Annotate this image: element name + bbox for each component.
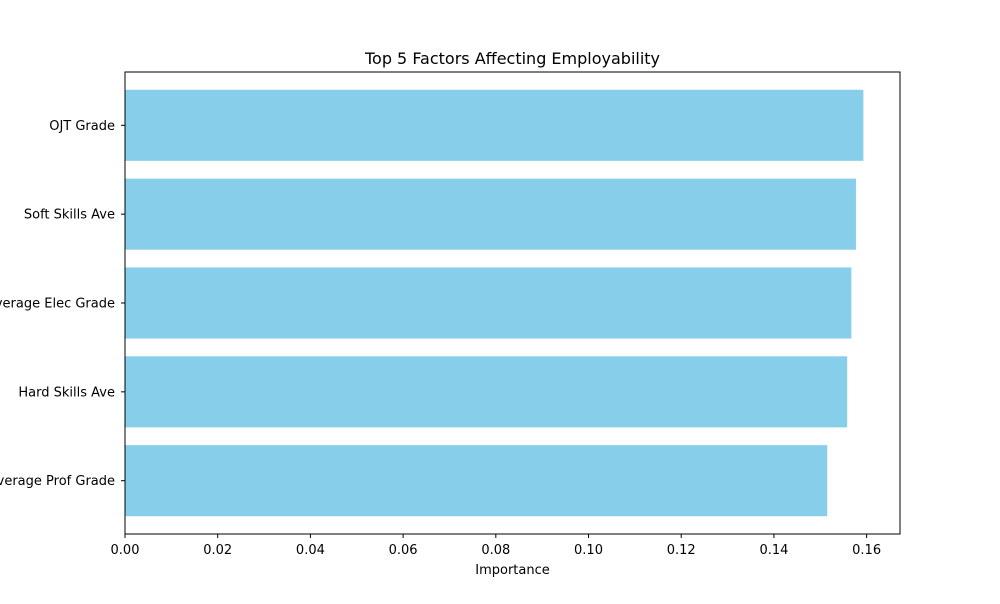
x-axis-label: Importance — [475, 563, 550, 578]
x-tick-label: 0.10 — [574, 543, 603, 558]
x-tick-label: 0.08 — [481, 543, 510, 558]
bar-0 — [125, 89, 864, 161]
y-tick-label: OJT Grade — [49, 119, 115, 134]
plot-frame — [124, 71, 901, 535]
x-tick-label: 0.04 — [296, 543, 325, 558]
y-tick-label: Average Elec Grade — [0, 297, 115, 312]
bars-layer — [125, 89, 864, 517]
y-axis-ticks: OJT Grade Soft Skills Ave Average Elec Gra… — [0, 119, 125, 489]
y-tick-label: Hard Skills Ave — [18, 385, 115, 400]
x-tick-label: 0.06 — [389, 543, 418, 558]
x-tick-label: 0.16 — [852, 543, 881, 558]
bar-2 — [125, 267, 852, 339]
y-tick-label: Average Prof Grade — [0, 474, 115, 489]
x-tick-label: 0.14 — [759, 543, 788, 558]
x-axis-ticks: 0.00 0.02 0.04 0.06 0.08 0.10 0.12 0.14 0.16 — [111, 534, 881, 558]
bar-4 — [125, 445, 828, 517]
y-tick-label: Soft Skills Ave — [24, 208, 115, 223]
chart-title: Top 5 Factors Affecting Employability — [364, 49, 660, 68]
x-tick-label: 0.12 — [667, 543, 696, 558]
bar-1 — [125, 178, 856, 250]
x-tick-label: 0.00 — [111, 543, 140, 558]
x-tick-label: 0.02 — [203, 543, 232, 558]
bar-3 — [125, 356, 848, 428]
